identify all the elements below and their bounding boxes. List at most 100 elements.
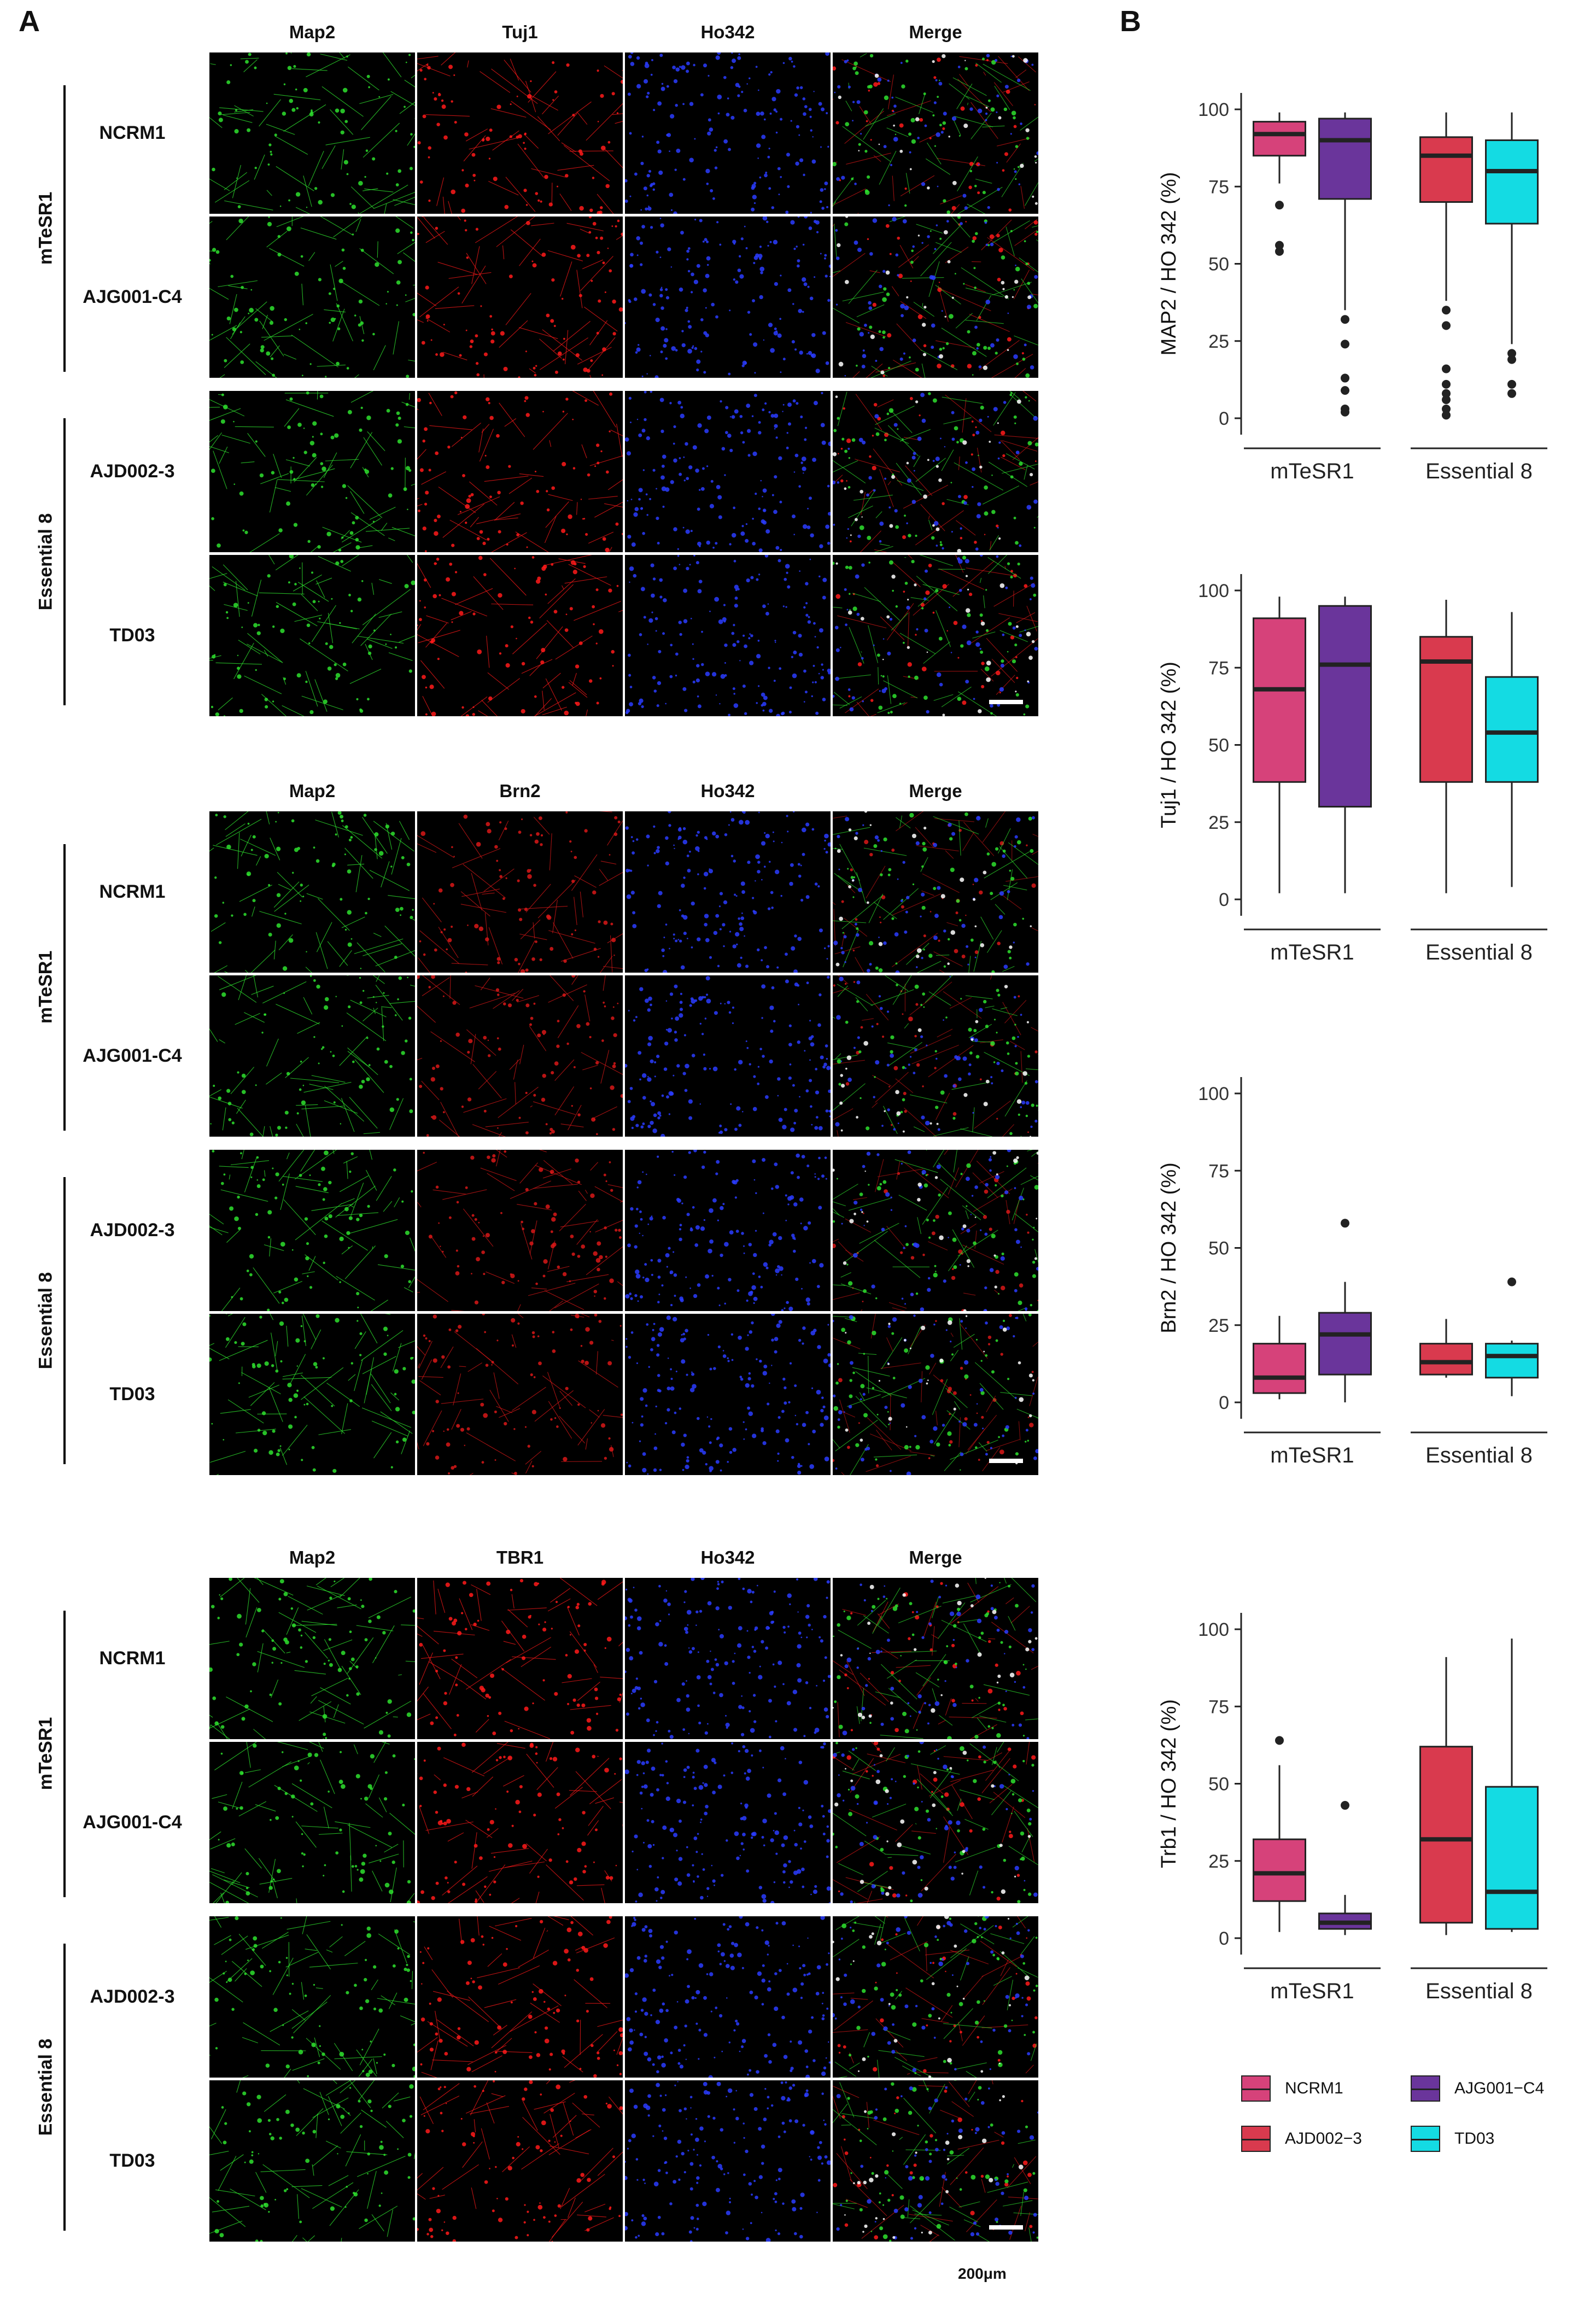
cell-line-label: NCRM1 bbox=[99, 1648, 166, 1669]
y-tick-label: 25 bbox=[1208, 812, 1229, 833]
micrograph-tile bbox=[833, 391, 1038, 552]
box bbox=[1318, 118, 1372, 200]
micrograph-tile bbox=[625, 1916, 831, 2078]
micrograph-tile bbox=[417, 1150, 623, 1311]
box-series-1 bbox=[1318, 112, 1372, 417]
image-block: Map2 Brn2 Ho342 Merge mTeSR1 NCRM1 AJG001-C4 Es… bbox=[0, 775, 1050, 1486]
legend-item: NCRM1 bbox=[1241, 2072, 1343, 2105]
y-axis-title: Trb1 / HO 342 (%) bbox=[1157, 1699, 1180, 1868]
box bbox=[1419, 1343, 1473, 1376]
box-series-3 bbox=[1485, 1277, 1539, 1396]
micrograph-tile bbox=[833, 1578, 1038, 1739]
y-tick-label: 100 bbox=[1198, 100, 1229, 120]
micrograph-tile bbox=[209, 975, 415, 1137]
micrograph-tile bbox=[833, 2080, 1038, 2242]
cell-line-label: AJG001-C4 bbox=[83, 1812, 182, 1833]
box-series-1 bbox=[1318, 1801, 1372, 1935]
legend-item: AJD002−3 bbox=[1241, 2122, 1362, 2155]
outlier-point bbox=[1442, 306, 1451, 315]
box bbox=[1485, 139, 1539, 225]
box-series-3 bbox=[1485, 1638, 1539, 1932]
channel-header: Merge bbox=[909, 22, 962, 42]
box-plot-svg: 0 25 50 75 100 Brn2 / HO 342 (%) mTeSR1 Essenti… bbox=[1157, 1077, 1547, 1467]
micrograph-tile bbox=[209, 1314, 415, 1475]
outlier-point bbox=[1341, 340, 1349, 349]
micrograph-tile bbox=[209, 391, 415, 552]
x-group-label: mTeSR1 bbox=[1270, 1979, 1354, 2003]
cell-line-label: AJG001-C4 bbox=[83, 286, 182, 307]
scale-bar bbox=[989, 700, 1023, 704]
x-group-label: Essential 8 bbox=[1425, 1979, 1533, 2003]
micrograph-tile bbox=[625, 1742, 831, 1903]
outlier-point bbox=[1507, 355, 1516, 364]
box bbox=[1318, 1312, 1372, 1376]
scale-bar bbox=[989, 1459, 1023, 1463]
box-series-0 bbox=[1253, 1315, 1306, 1400]
y-tick-label: 0 bbox=[1219, 890, 1229, 910]
micrograph-tile bbox=[625, 391, 831, 552]
box-series-2 bbox=[1419, 112, 1473, 420]
box bbox=[1485, 1343, 1539, 1379]
channel-header: Map2 bbox=[289, 781, 336, 801]
outlier-point bbox=[1442, 379, 1451, 389]
micrograph-tile bbox=[625, 52, 831, 214]
box bbox=[1253, 121, 1306, 157]
micrograph-tile bbox=[625, 1150, 831, 1311]
box-series-3 bbox=[1485, 112, 1539, 398]
group-bracket bbox=[63, 1944, 66, 2231]
box-plot: 0 25 50 75 100 MAP2 / HO 342 (%) mTeSR1 Essenti… bbox=[1137, 87, 1575, 503]
y-tick-label: 50 bbox=[1208, 1774, 1229, 1795]
micrograph-tile bbox=[209, 1742, 415, 1903]
group-bracket bbox=[63, 844, 66, 1131]
y-tick-label: 0 bbox=[1219, 408, 1229, 429]
box-plot-svg: 0 25 50 75 100 Tuj1 / HO 342 (%) mTeSR1 Essenti… bbox=[1157, 574, 1547, 964]
box bbox=[1253, 617, 1306, 783]
group-label: mTeSR1 bbox=[35, 950, 56, 1024]
box bbox=[1318, 605, 1372, 808]
cell-line-label: AJG001-C4 bbox=[83, 1045, 182, 1066]
box bbox=[1419, 1746, 1473, 1924]
y-tick-label: 75 bbox=[1208, 177, 1229, 197]
micrograph-tile bbox=[209, 811, 415, 973]
box bbox=[1419, 636, 1473, 783]
cell-line-label: TD03 bbox=[109, 1384, 155, 1405]
legend-swatch bbox=[1411, 2126, 1440, 2152]
box-plot: 0 25 50 75 100 Trb1 / HO 342 (%) mTeSR1 Essenti… bbox=[1137, 1607, 1575, 2023]
channel-header: Merge bbox=[909, 1547, 962, 1567]
box-plot: 0 25 50 75 100 Tuj1 / HO 342 (%) mTeSR1 Essenti… bbox=[1137, 569, 1575, 984]
outlier-point bbox=[1507, 379, 1516, 389]
box bbox=[1485, 676, 1539, 783]
outlier-point bbox=[1442, 411, 1451, 420]
y-tick-label: 100 bbox=[1198, 1619, 1229, 1640]
micrograph-tile bbox=[417, 1578, 623, 1739]
y-tick-label: 25 bbox=[1208, 1851, 1229, 1872]
micrograph-tile bbox=[625, 975, 831, 1137]
box bbox=[1253, 1838, 1306, 1902]
outlier-point bbox=[1442, 405, 1451, 414]
cell-line-label: AJD002-3 bbox=[90, 1220, 175, 1241]
group-label: Essential 8 bbox=[35, 1272, 56, 1369]
group-bracket bbox=[63, 85, 66, 372]
cell-line-label: AJD002-3 bbox=[90, 461, 175, 482]
y-tick-label: 100 bbox=[1198, 1084, 1229, 1104]
legend-swatch bbox=[1241, 2126, 1271, 2152]
micrograph-tile bbox=[209, 2080, 415, 2242]
y-tick-label: 50 bbox=[1208, 735, 1229, 756]
box-series-1 bbox=[1318, 596, 1372, 893]
channel-header: Ho342 bbox=[700, 1547, 755, 1567]
legend-label: TD03 bbox=[1454, 2130, 1495, 2148]
y-tick-label: 75 bbox=[1208, 1161, 1229, 1181]
image-block: Map2 Tuj1 Ho342 Merge mTeSR1 NCRM1 AJG001-C4 Es… bbox=[0, 16, 1050, 727]
micrograph-tile bbox=[625, 217, 831, 378]
outlier-point bbox=[1341, 407, 1349, 417]
outlier-point bbox=[1507, 389, 1516, 398]
box-series-1 bbox=[1318, 1219, 1372, 1402]
y-tick-label: 50 bbox=[1208, 1238, 1229, 1259]
y-tick-label: 25 bbox=[1208, 331, 1229, 352]
y-tick-label: 75 bbox=[1208, 658, 1229, 678]
micrograph-tile bbox=[625, 1578, 831, 1739]
y-tick-label: 75 bbox=[1208, 1697, 1229, 1717]
cell-line-label: TD03 bbox=[109, 2150, 155, 2171]
cell-line-label: AJD002-3 bbox=[90, 1986, 175, 2007]
legend-swatch bbox=[1411, 2075, 1440, 2102]
